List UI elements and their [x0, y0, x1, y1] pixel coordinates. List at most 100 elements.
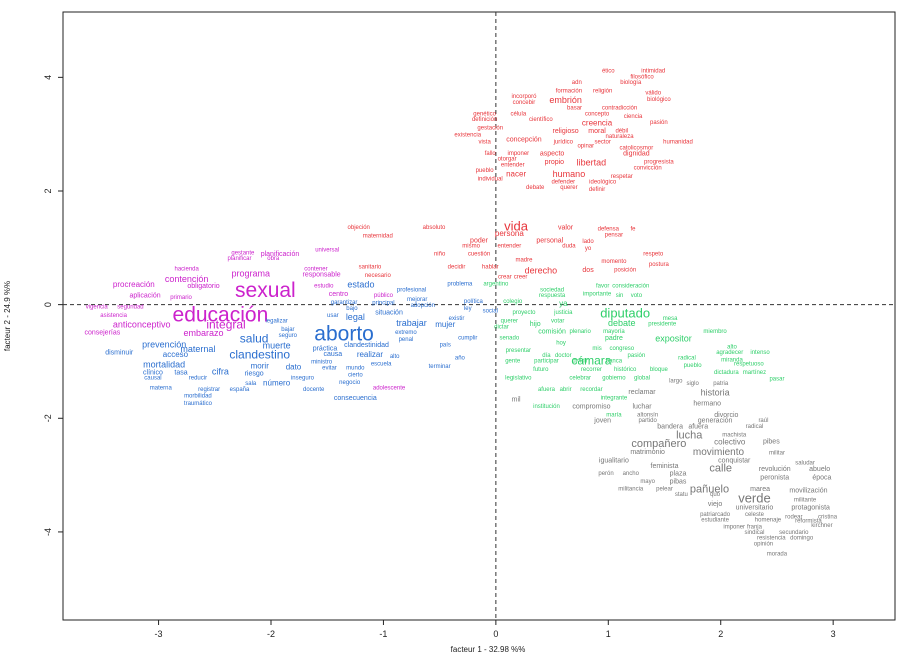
word-point: pibes — [763, 439, 780, 446]
word-point: pensar — [605, 232, 623, 238]
word-point: domingo — [790, 536, 814, 542]
word-point: vista — [478, 140, 491, 146]
word-point: militar — [769, 451, 785, 457]
word-point: respetar — [611, 174, 633, 180]
word-point: religioso — [553, 128, 579, 135]
word-point: planificación — [261, 251, 300, 258]
word-point: doctor — [555, 353, 572, 359]
word-point: maternidad — [363, 233, 393, 239]
word-point: momento — [601, 259, 627, 265]
word-point: opinar — [577, 144, 594, 150]
word-point: situación — [375, 310, 403, 317]
word-point: dividir — [572, 358, 588, 364]
word-point: revolución — [759, 466, 791, 473]
word-point: recorrer — [581, 367, 602, 373]
word-point: programa — [231, 268, 270, 278]
word-point: peronista — [760, 474, 789, 481]
word-point: naturaleza — [606, 134, 635, 140]
word-point: libertad — [577, 158, 607, 168]
word-point: legal — [346, 312, 365, 322]
word-point: responsable — [303, 272, 341, 279]
word-point: registrar — [198, 387, 220, 393]
word-point: sindical — [744, 530, 764, 536]
word-point: sexual — [235, 279, 296, 302]
word-point: creencia — [582, 118, 613, 127]
word-point: gente — [505, 358, 521, 364]
x-tick-label: 3 — [831, 629, 836, 639]
word-point: mayoría — [603, 329, 625, 335]
word-point: presidente — [648, 322, 677, 328]
word-point: obra — [267, 256, 280, 262]
word-point: trabajar — [396, 318, 427, 328]
word-point: viejo — [708, 501, 723, 508]
word-point: causal — [144, 376, 161, 382]
word-point: propio — [545, 159, 565, 166]
word-point: evitar — [322, 365, 337, 371]
word-point: banca — [606, 358, 623, 364]
word-point: concebir — [513, 100, 536, 106]
word-point: salud — [240, 332, 269, 346]
word-point: decidir — [448, 265, 466, 271]
word-point: sala — [245, 381, 257, 387]
word-point: pueblo — [684, 363, 703, 369]
word-point: celeste — [745, 512, 765, 518]
word-point: mis — [592, 346, 601, 352]
word-point: recordar — [580, 387, 602, 393]
word-point: ya — [559, 299, 568, 308]
word-point: mujer — [435, 320, 455, 329]
word-point: mejorar — [407, 297, 427, 303]
word-point: españa — [230, 387, 250, 393]
word-point: pasión — [628, 353, 646, 359]
word-point: basar — [567, 106, 582, 112]
word-point: yo — [585, 246, 592, 252]
word-point: debate — [526, 185, 545, 191]
word-point: objeción — [348, 225, 370, 231]
word-point: nacer — [506, 169, 526, 178]
word-point: ciencia — [624, 114, 643, 120]
word-point: catolicosmor — [620, 145, 654, 151]
word-point: maría — [606, 412, 622, 418]
word-point: dignidad — [623, 151, 650, 158]
word-point: entender — [498, 244, 522, 250]
word-point: matrimonio — [630, 449, 665, 456]
word-point: dato — [286, 363, 302, 372]
word-point: franja — [747, 524, 763, 530]
y-tick-label: -2 — [43, 414, 53, 422]
word-point: posición — [614, 268, 636, 274]
word-point: machista — [722, 432, 747, 438]
word-point: votar — [551, 319, 564, 325]
word-point: religión — [593, 89, 612, 95]
word-point: embarazo — [184, 328, 224, 338]
word-point: madre — [515, 257, 533, 263]
word-point: alto — [390, 354, 400, 360]
word-point: cumplir — [458, 336, 477, 342]
word-point: gestación — [477, 125, 503, 131]
word-point: mesa — [663, 316, 678, 322]
word-point: materna — [150, 386, 173, 392]
word-point: movimiento — [693, 447, 745, 458]
word-point: debate — [608, 318, 636, 328]
word-point: igualitario — [599, 457, 629, 464]
word-point: cámara — [571, 353, 611, 367]
word-point: defensa — [598, 227, 620, 233]
word-point: pueblo — [476, 168, 495, 174]
word-point: integral — [206, 318, 245, 332]
word-point: año — [455, 356, 466, 362]
word-point: morir — [251, 362, 270, 371]
word-point: definición — [472, 117, 497, 123]
word-point: ético — [602, 69, 615, 75]
word-point: sector — [595, 140, 611, 146]
word-point: jurídico — [553, 140, 574, 146]
word-point: statu — [675, 492, 688, 498]
word-point: presentar — [506, 348, 531, 354]
word-point: divorcio — [714, 412, 738, 419]
word-point: ministro — [311, 360, 333, 366]
word-point: filosófico — [630, 74, 654, 80]
word-point: anticonceptivo — [113, 320, 171, 330]
word-point: perón — [598, 471, 613, 477]
reference-lines — [63, 12, 895, 620]
word-point: compañero — [631, 438, 686, 450]
word-point: integrante — [601, 395, 628, 401]
word-point: miembro — [703, 329, 727, 335]
word-point: militante — [794, 498, 817, 504]
